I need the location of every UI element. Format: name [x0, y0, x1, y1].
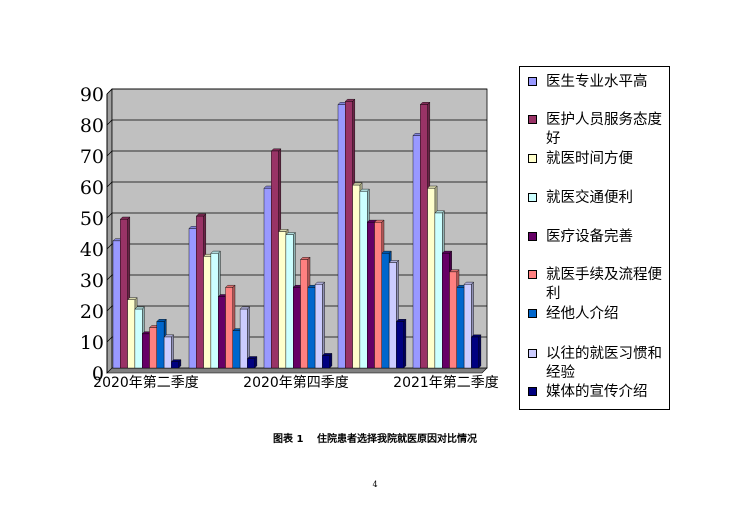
bar: [217, 296, 226, 369]
legend-label: 就医时间方便: [546, 151, 633, 167]
bar: [442, 253, 450, 369]
page-number: 4: [372, 480, 378, 489]
bar: [293, 287, 301, 369]
bar: [171, 361, 179, 369]
bar: [225, 287, 234, 369]
bar: [374, 222, 383, 369]
x-tick-label: 2020年第二季度: [93, 374, 199, 391]
legend-label: 以往的就医习惯和经验: [546, 346, 662, 381]
bar: [388, 262, 397, 369]
bar: [127, 299, 136, 369]
x-tick-label: 2021年第二季度: [393, 374, 499, 391]
gridline-side: [106, 150, 113, 157]
bar: [285, 234, 294, 369]
gridline-side: [106, 212, 113, 219]
bar: [396, 321, 404, 369]
gridline-side: [106, 181, 113, 188]
legend-swatch: [528, 270, 537, 279]
bar: [210, 253, 219, 369]
bar: [434, 212, 443, 369]
bar-side: [329, 352, 333, 369]
gridline-side: [106, 243, 113, 250]
y-tick-label: 90: [80, 84, 104, 106]
legend-label: 医生专业水平高: [546, 74, 648, 90]
legend-swatch: [528, 193, 537, 202]
y-tick-label: 70: [80, 146, 104, 168]
bar: [203, 256, 212, 369]
bar: [149, 327, 158, 369]
bar: [412, 135, 421, 369]
bar: [337, 104, 346, 369]
bar: [196, 215, 204, 369]
x-tick-label: 2020年第四季度: [243, 374, 349, 391]
legend-swatch: [528, 349, 537, 358]
bar: [381, 253, 390, 369]
bar: [352, 184, 361, 369]
legend-label: 媒体的宣传介绍: [546, 384, 648, 400]
bar: [163, 336, 172, 369]
y-tick-label: 30: [80, 270, 104, 292]
bar: [314, 284, 323, 369]
bar-side: [478, 334, 482, 369]
bar: [112, 240, 121, 369]
y-tick-label: 20: [80, 301, 104, 323]
plot-side-wall: [106, 88, 113, 374]
bar: [420, 104, 428, 369]
legend-label: 医护人员服务态度好: [546, 112, 662, 147]
bar: [239, 308, 248, 369]
legend-label: 医疗设备完善: [546, 229, 633, 245]
bar: [156, 321, 165, 369]
bar: [345, 101, 353, 369]
y-tick-label: 50: [80, 208, 104, 230]
bar: [456, 287, 465, 369]
plot-floor: [106, 367, 488, 374]
gridline-side: [106, 119, 113, 126]
legend: 医生专业水平高医护人员服务态度好就医时间方便 就医交通便利 医疗设备完善就医手续及流…: [519, 66, 670, 410]
legend-swatch: [528, 232, 537, 241]
bar: [471, 336, 479, 369]
bar: [247, 358, 255, 369]
y-tick-label: 10: [80, 332, 104, 354]
bar: [141, 333, 150, 369]
bar: [463, 284, 472, 369]
bar: [271, 150, 279, 369]
bar: [188, 228, 197, 369]
legend-label: 经他人介绍: [546, 306, 619, 322]
y-tick-label: 0: [92, 363, 104, 385]
bar: [307, 287, 316, 369]
gridline-side: [106, 88, 113, 95]
legend-swatch: [528, 387, 537, 396]
bar: [300, 259, 309, 369]
legend-label: 就医交通便利: [546, 190, 633, 206]
bar: [134, 308, 143, 369]
y-tick-label: 60: [80, 177, 104, 199]
legend-label: 就医手续及流程便利: [546, 267, 662, 302]
gridline-side: [106, 305, 113, 312]
legend-swatch: [528, 115, 537, 124]
figure-caption: 图表 1 住院患者选择我院就医原因对比情况: [273, 434, 477, 445]
bar: [278, 231, 287, 369]
bar: [427, 187, 436, 369]
bar-side: [403, 318, 407, 369]
bar: [120, 218, 128, 369]
bar: [322, 355, 330, 369]
bar: [367, 222, 375, 369]
legend-swatch: [528, 154, 537, 163]
bar: [232, 330, 241, 369]
bar: [449, 271, 458, 369]
y-tick-label: 40: [80, 239, 104, 261]
y-tick-label: 80: [80, 115, 104, 137]
bar: [359, 191, 368, 369]
bar: [263, 187, 272, 369]
gridline-side: [106, 274, 113, 281]
legend-swatch: [528, 77, 537, 86]
gridline-side: [106, 336, 113, 343]
legend-swatch: [528, 309, 537, 318]
